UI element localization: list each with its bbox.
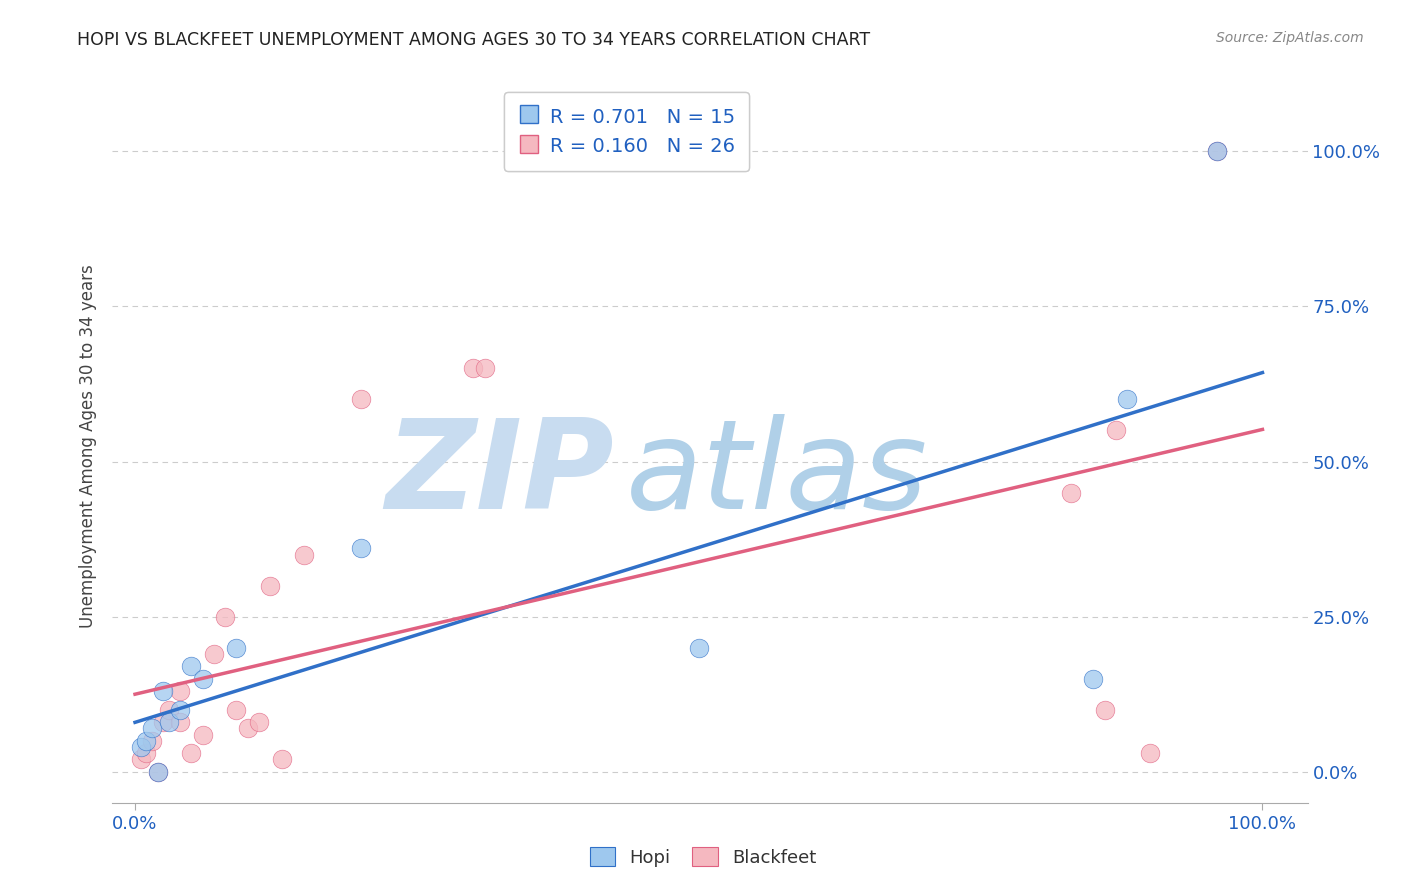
Y-axis label: Unemployment Among Ages 30 to 34 years: Unemployment Among Ages 30 to 34 years (79, 264, 97, 628)
Point (1206, 145, 1229, 159)
Point (202, 647, 225, 661)
Point (259, 579, 281, 593)
Point (236, 722, 259, 736)
Point (1105, 424, 1128, 438)
Point (169, 715, 191, 730)
Point (135, 746, 157, 760)
Point (474, 361, 496, 376)
Point (1116, 392, 1139, 407)
Point (1094, 703, 1116, 717)
Point (463, 361, 485, 376)
Point (349, 541, 371, 556)
Point (129, 739, 152, 754)
Point (180, 659, 202, 673)
Point (191, 672, 214, 686)
Point (688, 640, 710, 655)
Text: ZIP: ZIP (385, 414, 614, 535)
Point (169, 684, 191, 698)
Text: HOPI VS BLACKFEET UNEMPLOYMENT AMONG AGES 30 TO 34 YEARS CORRELATION CHART: HOPI VS BLACKFEET UNEMPLOYMENT AMONG AGE… (77, 31, 870, 49)
Point (292, 548, 315, 562)
Point (146, 764, 169, 779)
Point (141, 733, 163, 747)
Point (146, 764, 169, 779)
Point (214, 609, 236, 624)
Point (152, 715, 174, 730)
Legend: Hopi, Blackfeet: Hopi, Blackfeet (582, 840, 824, 874)
Point (129, 752, 152, 766)
Point (157, 703, 180, 717)
Point (180, 746, 202, 760)
Point (135, 733, 157, 747)
Point (157, 715, 180, 730)
Point (191, 727, 214, 741)
Text: Source: ZipAtlas.com: Source: ZipAtlas.com (1216, 31, 1364, 45)
Point (169, 703, 191, 717)
Point (141, 722, 163, 736)
Point (225, 640, 247, 655)
Point (1206, 145, 1229, 159)
Legend: R = 0.701   N = 15, R = 0.160   N = 26: R = 0.701 N = 15, R = 0.160 N = 26 (503, 92, 749, 170)
Point (225, 703, 247, 717)
Point (1060, 485, 1083, 500)
Text: atlas: atlas (627, 414, 928, 535)
Point (247, 715, 270, 730)
Point (349, 392, 371, 407)
Point (270, 752, 292, 766)
Point (152, 684, 174, 698)
Point (1083, 672, 1105, 686)
Point (1139, 746, 1161, 760)
